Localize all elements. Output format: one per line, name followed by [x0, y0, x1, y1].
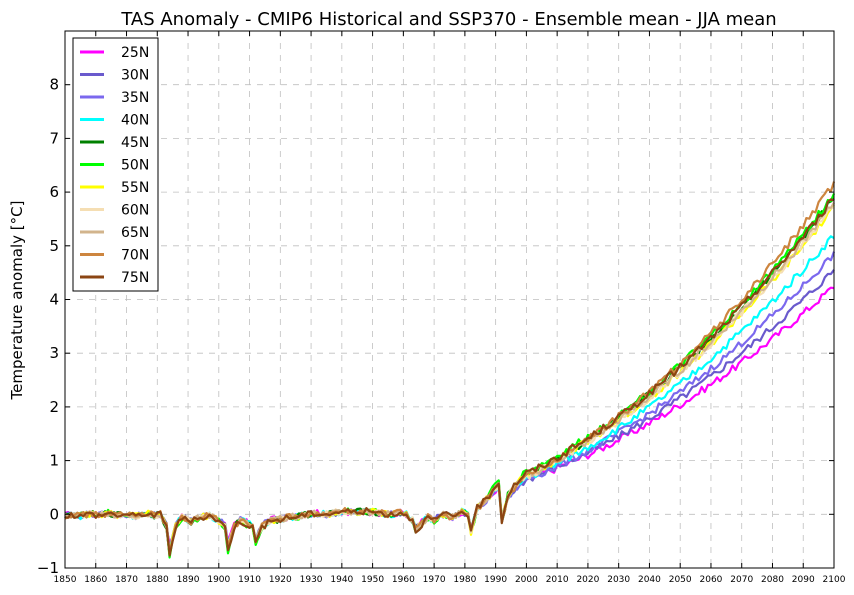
x-tick-label: 1980	[453, 575, 476, 585]
legend-label: 30N	[121, 68, 149, 84]
axis-ticks: 1850 1860 1870 1880 1890 1900 1910 1920 1930 1940…	[37, 31, 846, 585]
y-tick-label: 1	[49, 452, 59, 470]
series-line-50N	[64, 193, 836, 559]
x-tick-label: 1990	[484, 575, 507, 585]
series-line-35N	[64, 251, 836, 551]
y-tick-label: 3	[49, 344, 59, 362]
x-tick-label: 1930	[300, 575, 323, 585]
x-tick-label: 2000	[515, 575, 538, 585]
y-tick-label: 8	[49, 76, 59, 94]
legend-label: 70N	[121, 248, 149, 264]
x-tick-label: 1940	[330, 575, 353, 585]
y-tick-label: 4	[49, 291, 59, 309]
chart-title: TAS Anomaly - CMIP6 Historical and SSP37…	[120, 9, 776, 30]
series-line-45N	[64, 197, 835, 556]
series-line-70N	[64, 181, 836, 554]
legend-label: 25N	[121, 45, 149, 61]
x-tick-label: 2020	[576, 575, 599, 585]
x-tick-label: 2080	[761, 575, 784, 585]
x-tick-label: 2030	[607, 575, 630, 585]
x-tick-label: 1860	[84, 575, 107, 585]
grid-lines	[65, 31, 834, 568]
legend-label: 50N	[121, 158, 149, 174]
x-tick-label: 1950	[361, 575, 384, 585]
x-tick-label: 2050	[669, 575, 692, 585]
x-tick-label: 1910	[238, 575, 261, 585]
series-line-40N	[64, 235, 835, 553]
series-line-30N	[64, 269, 835, 551]
y-tick-label: 7	[49, 129, 59, 147]
y-axis-label: Temperature anomaly [°C]	[8, 201, 26, 401]
y-tick-label: −1	[37, 559, 59, 577]
x-tick-label: 2060	[700, 575, 723, 585]
y-tick-label: 5	[49, 237, 59, 255]
x-tick-label: 1890	[177, 575, 200, 585]
x-tick-label: 1900	[207, 575, 230, 585]
y-tick-label: 0	[49, 505, 59, 523]
legend-label: 35N	[121, 90, 149, 106]
x-tick-label: 2010	[546, 575, 569, 585]
x-tick-label: 1970	[423, 575, 446, 585]
x-tick-label: 2040	[638, 575, 661, 585]
series-line-65N	[64, 202, 835, 554]
x-tick-label: 1870	[115, 575, 138, 585]
legend-label: 45N	[121, 135, 149, 151]
legend: 25N 30N 35N 40N 45N 50N 55N 60N 65N 70N 75N	[72, 37, 159, 292]
legend-label: 65N	[121, 225, 149, 241]
x-tick-label: 1880	[146, 575, 169, 585]
x-tick-label: 1920	[269, 575, 292, 585]
x-tick-label: 1960	[392, 575, 415, 585]
legend-label: 75N	[121, 270, 149, 286]
x-tick-label: 2090	[792, 575, 815, 585]
series-lines	[64, 181, 836, 559]
legend-label: 60N	[121, 203, 149, 219]
y-tick-label: 2	[49, 398, 59, 416]
legend-label: 55N	[121, 180, 149, 196]
x-tick-label: 1850	[54, 575, 77, 585]
series-line-75N	[64, 198, 835, 557]
x-tick-label: 2070	[730, 575, 753, 585]
legend-label: 40N	[121, 113, 149, 129]
x-tick-label: 2100	[823, 575, 846, 585]
y-tick-label: 6	[49, 183, 59, 201]
